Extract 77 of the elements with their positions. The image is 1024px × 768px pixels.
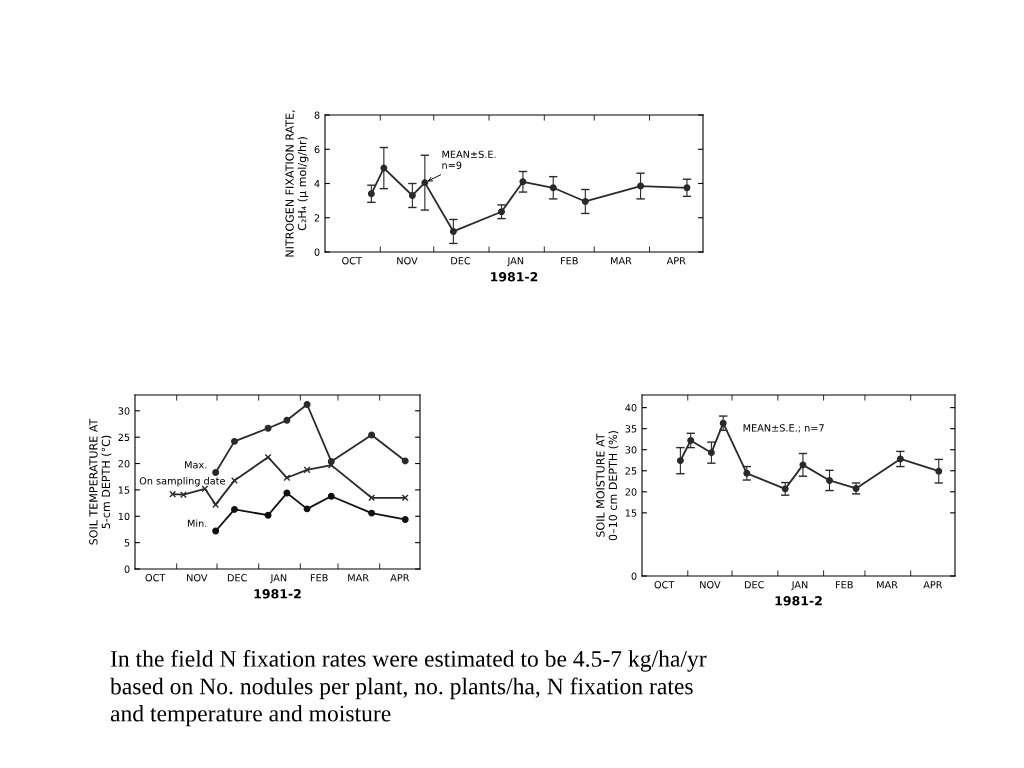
y-tick-label: 0	[631, 572, 637, 580]
y-tick-label: 25	[118, 433, 130, 442]
x-tick-label: FEB	[561, 257, 578, 265]
x-tick-label: JAN	[270, 574, 287, 584]
text: In the field N fixation rates were estimated to be 4.5-7 kg/ha/yr based on No. nodules per plant, no. plants/ha, N fixation rates and temperature and moisture	[110, 650, 707, 727]
x-tick-label: NOV	[700, 581, 721, 589]
annotation: MEAN±S.E. n=9	[442, 150, 496, 169]
point	[201, 485, 209, 493]
x-tick-label: OCT	[145, 574, 166, 582]
y-tick-label: 2	[314, 214, 320, 222]
annotation: MEAN±S.E.; n=7	[743, 424, 824, 433]
point	[283, 474, 291, 482]
y-axis-title: SOIL MOISTURE AT 0–10 cm DEPTH (%)	[596, 430, 619, 541]
series-label: Max.	[185, 461, 207, 469]
point	[303, 401, 311, 408]
point	[401, 457, 409, 465]
x-axis-title: 1981-2	[254, 589, 301, 599]
x-tick-label: NOV	[187, 574, 208, 582]
x-tick-label: DEC	[451, 257, 471, 265]
point	[169, 490, 177, 498]
x-tick-label: APR	[923, 581, 943, 589]
point	[303, 466, 311, 474]
x-axis-title: 1981-2	[491, 272, 538, 282]
series-label: On sampling date	[139, 477, 225, 487]
point	[327, 461, 335, 469]
point	[283, 416, 291, 424]
x-tick-label: APR	[666, 257, 686, 265]
point	[231, 505, 238, 513]
y-tick-label: 30	[625, 446, 637, 454]
point	[327, 492, 335, 500]
y-tick-label: 40	[625, 404, 637, 412]
point	[283, 489, 291, 497]
x-tick-label: NOV	[397, 257, 418, 265]
point	[212, 469, 220, 476]
point	[231, 437, 238, 445]
y-tick-label: 25	[625, 467, 637, 475]
y-tick-label: 0	[124, 565, 130, 573]
x-tick-label: APR	[390, 574, 410, 582]
y-tick-label: 6	[314, 145, 320, 154]
point	[179, 491, 187, 499]
y-axis-title: NITROGEN FIXATION RATE, C₂H₄ (µ mol/g/hr)	[285, 110, 309, 257]
x-tick-label: MAR	[877, 581, 898, 589]
y-tick-label: 8	[314, 111, 320, 119]
x-axis-title: 1981-2	[775, 596, 822, 606]
x-tick-label: DEC	[744, 581, 764, 589]
point	[401, 494, 409, 502]
y-tick-label: 35	[625, 425, 637, 433]
point	[368, 509, 376, 517]
point	[264, 453, 272, 461]
x-tick-label: FEB	[310, 574, 328, 582]
y-tick-label: 5	[124, 539, 130, 547]
point	[303, 505, 311, 513]
x-tick-label: OCT	[342, 257, 362, 265]
point	[368, 431, 376, 439]
x-tick-label: MAR	[348, 574, 369, 582]
point	[264, 424, 272, 432]
point	[231, 476, 238, 484]
y-tick-label: 15	[118, 486, 130, 494]
point	[264, 511, 272, 519]
point	[401, 515, 409, 523]
y-tick-label: 0	[314, 248, 320, 256]
y-tick-label: 20	[625, 488, 637, 496]
point	[368, 494, 376, 502]
x-tick-label: OCT	[654, 581, 675, 589]
y-axis-title: SOIL TEMPERATURE AT 5-cm DEPTH (°C)	[89, 418, 112, 545]
point	[212, 527, 220, 535]
y-tick-label: 30	[118, 407, 130, 415]
x-tick-label: JAN	[506, 257, 524, 267]
x-tick-label: DEC	[227, 574, 247, 582]
y-tick-label: 10	[118, 512, 130, 521]
x-tick-label: JAN	[791, 581, 808, 591]
y-tick-label: 4	[314, 180, 320, 188]
y-tick-label: 20	[118, 460, 130, 468]
series-label: Min.	[187, 519, 207, 527]
x-tick-label: MAR	[611, 257, 632, 265]
x-tick-label: FEB	[836, 581, 853, 589]
y-tick-label: 15	[625, 509, 637, 517]
